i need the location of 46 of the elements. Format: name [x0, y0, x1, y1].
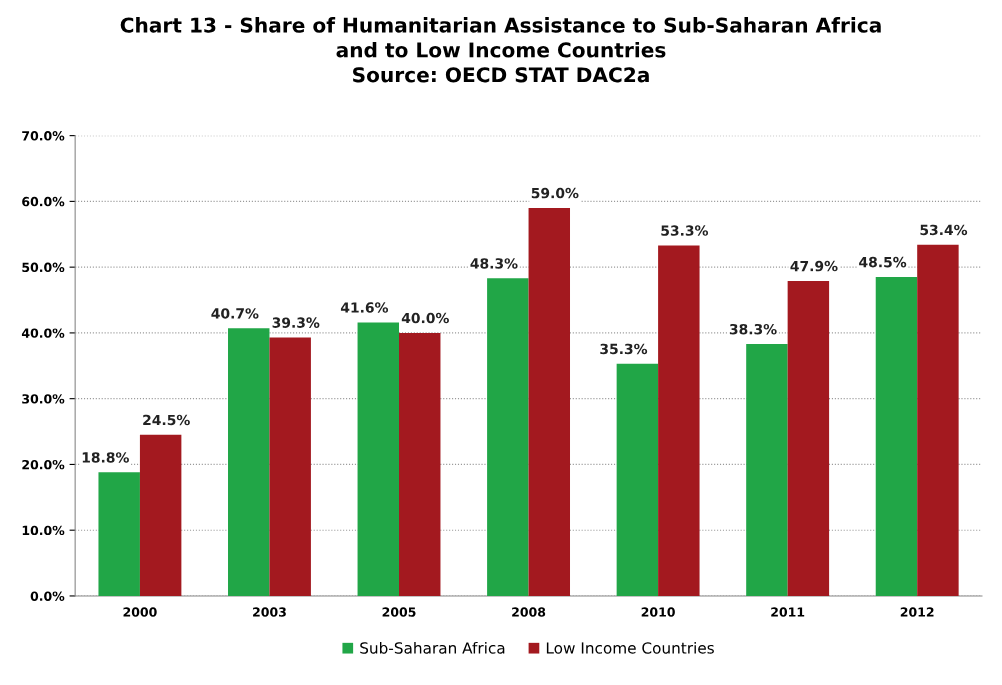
y-tick-label: 30.0%	[22, 394, 65, 404]
x-tick-label: 2012	[900, 607, 934, 617]
chart-title: Chart 13 - Share of Humanitarian Assistance to Sub-Saharan Africa and to Low Income Countries Source: OECD STAT DAC2a	[120, 17, 881, 83]
bar	[228, 328, 270, 596]
data-label: 38.3%	[729, 323, 777, 335]
data-label: 40.0%	[401, 312, 449, 324]
bar	[616, 363, 659, 596]
y-tick-label: 60.0%	[22, 196, 65, 207]
data-label: 48.5%	[859, 256, 907, 268]
y-tick-label: 50.0%	[22, 262, 65, 273]
y-tick-label: 70.0%	[22, 131, 65, 141]
y-tick-label: 0.0%	[30, 591, 65, 601]
bar	[487, 278, 529, 596]
data-label: 53.3%	[661, 225, 709, 236]
bar	[269, 337, 311, 596]
data-label: 40.7%	[211, 308, 259, 319]
y-tick-label: 10.0%	[22, 525, 65, 536]
data-label: 35.3%	[600, 343, 648, 355]
x-tick-label: 2005	[382, 607, 416, 617]
bar	[357, 322, 400, 596]
data-label: 39.3%	[272, 317, 320, 328]
x-tick-label: 2010	[641, 607, 675, 617]
data-label: 48.3%	[470, 258, 518, 269]
data-label: 53.4%	[920, 224, 968, 236]
x-tick-label: 2008	[512, 607, 546, 617]
bar	[528, 207, 571, 596]
bar	[98, 472, 140, 596]
data-label: 18.8%	[82, 452, 129, 463]
data-label: 47.9%	[790, 260, 838, 272]
bar	[399, 332, 441, 596]
legend-label: Low Income Countries	[546, 641, 714, 654]
x-tick-label: 2011	[771, 607, 805, 617]
bar	[917, 244, 959, 596]
bar	[875, 277, 918, 596]
bar	[746, 344, 788, 596]
bar	[139, 434, 182, 596]
legend-label: Sub-Saharan Africa	[360, 641, 505, 654]
bar	[787, 280, 830, 596]
x-tick-label: 2000	[123, 607, 157, 617]
x-tick-label: 2003	[253, 607, 286, 617]
bar	[658, 245, 700, 596]
data-label: 59.0%	[531, 187, 579, 199]
y-tick-label: 20.0%	[22, 459, 65, 470]
data-label: 24.5%	[143, 414, 190, 426]
data-label: 41.6%	[340, 302, 389, 313]
y-tick-label: 40.0%	[21, 328, 65, 338]
